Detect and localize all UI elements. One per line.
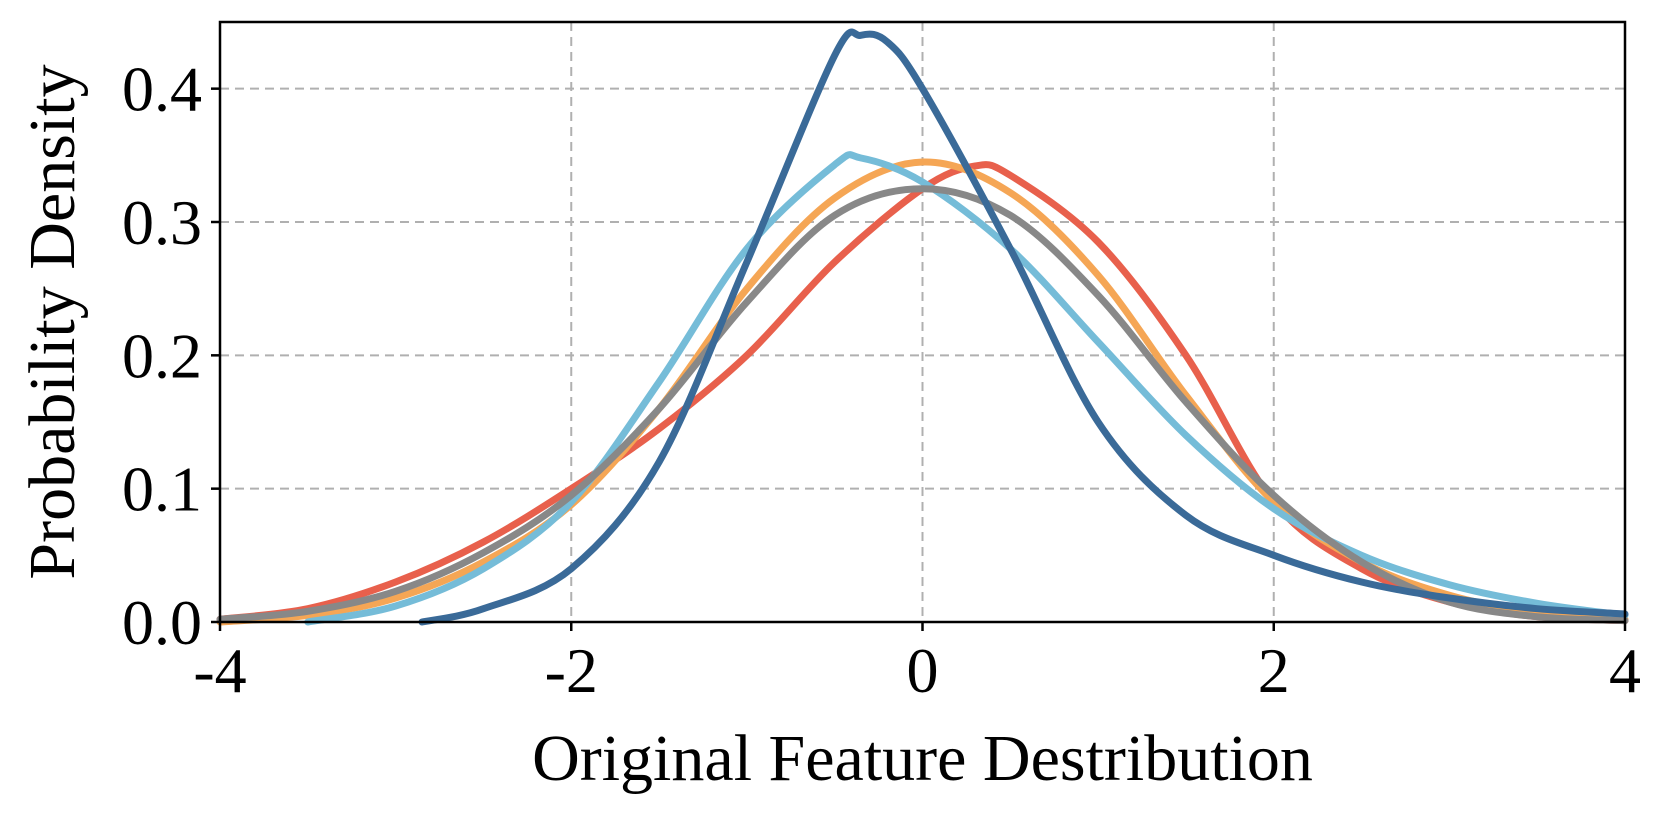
x-tick-label: 0 xyxy=(907,635,939,706)
axis-ticks: -4 -2 0 2 4 0.0 0.1 0.2 0.3 0.4 xyxy=(122,54,1641,706)
y-axis-title: Probability Density xyxy=(16,64,89,579)
series-lines xyxy=(216,28,1629,626)
y-tick-label: 0.2 xyxy=(122,320,202,391)
x-tick-label: -2 xyxy=(545,635,598,706)
y-tick-label: 0.4 xyxy=(122,54,202,125)
grid-lines xyxy=(220,22,1625,622)
x-tick-label: 4 xyxy=(1609,635,1641,706)
series-line-1 xyxy=(216,161,1629,625)
y-tick-label: 0.1 xyxy=(122,454,202,525)
y-tick-label: 0.3 xyxy=(122,187,202,258)
x-tick-label: 2 xyxy=(1258,635,1290,706)
series-line-3 xyxy=(304,151,1629,626)
series-line-5 xyxy=(418,28,1629,626)
x-tick-label: -4 xyxy=(193,635,246,706)
x-axis-title: Original Feature Destribution xyxy=(532,722,1313,795)
y-tick-label: 0.0 xyxy=(122,587,202,658)
series-line-4 xyxy=(216,185,1629,625)
